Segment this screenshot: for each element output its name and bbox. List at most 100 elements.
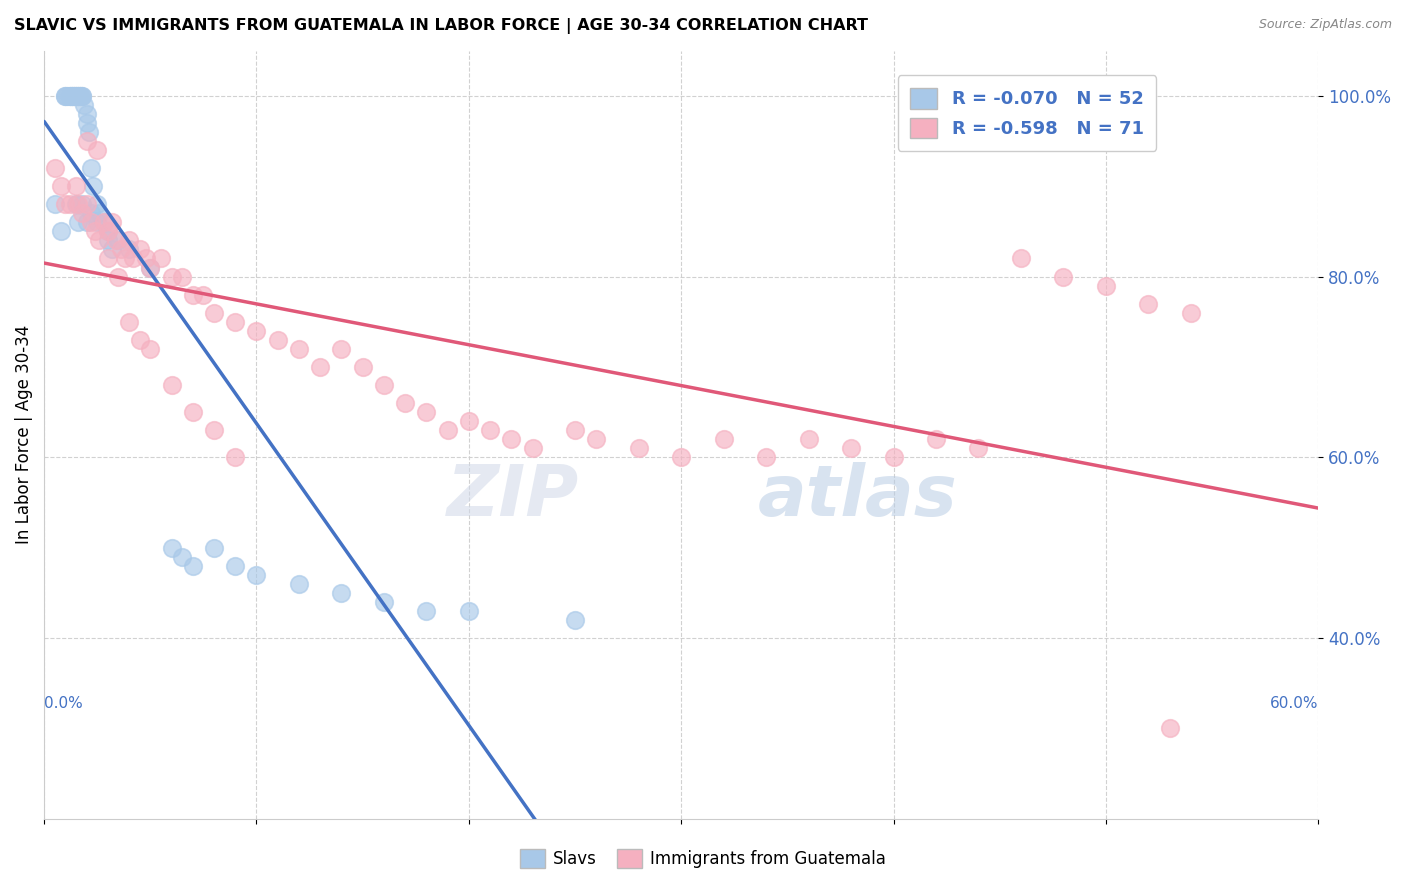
Point — [89, 206, 111, 220]
Point — [110, 243, 132, 257]
Point — [202, 423, 225, 437]
Point — [193, 287, 215, 301]
Point — [72, 88, 94, 103]
Point — [80, 206, 103, 220]
Point — [267, 333, 290, 347]
Point — [118, 315, 141, 329]
Point — [202, 541, 225, 555]
Point — [373, 595, 395, 609]
Point — [49, 224, 72, 238]
Point — [53, 88, 76, 103]
Y-axis label: In Labor Force | Age 30-34: In Labor Force | Age 30-34 — [15, 325, 32, 544]
Point — [101, 243, 124, 257]
Point — [309, 359, 332, 374]
Text: atlas: atlas — [758, 461, 957, 531]
Point — [105, 234, 128, 248]
Point — [160, 269, 183, 284]
Point — [97, 224, 120, 238]
Point — [65, 88, 87, 103]
Point — [181, 287, 204, 301]
Point — [93, 215, 115, 229]
Point — [139, 260, 162, 275]
Text: 0.0%: 0.0% — [44, 696, 83, 711]
Text: Source: ZipAtlas.com: Source: ZipAtlas.com — [1258, 18, 1392, 31]
Point — [128, 243, 150, 257]
Point — [114, 252, 136, 266]
Text: SLAVIC VS IMMIGRANTS FROM GUATEMALA IN LABOR FORCE | AGE 30-34 CORRELATION CHART: SLAVIC VS IMMIGRANTS FROM GUATEMALA IN L… — [14, 18, 868, 34]
Point — [883, 450, 905, 465]
Point — [436, 423, 458, 437]
Point — [479, 423, 502, 437]
Point — [82, 179, 104, 194]
Point — [139, 260, 162, 275]
Point — [564, 613, 586, 627]
Point — [139, 342, 162, 356]
Point — [181, 558, 204, 573]
Point — [330, 342, 353, 356]
Point — [77, 125, 100, 139]
Point — [585, 432, 607, 446]
Point — [49, 179, 72, 194]
Point — [224, 558, 246, 573]
Point — [65, 179, 87, 194]
Point — [627, 441, 650, 455]
Point — [89, 234, 111, 248]
Text: ZIP: ZIP — [447, 461, 579, 531]
Point — [44, 161, 66, 175]
Point — [160, 541, 183, 555]
Point — [72, 206, 94, 220]
Point — [1180, 306, 1202, 320]
Point — [245, 324, 267, 338]
Point — [118, 243, 141, 257]
Point — [224, 450, 246, 465]
Point — [925, 432, 948, 446]
Point — [967, 441, 990, 455]
Point — [67, 88, 90, 103]
Point — [97, 252, 120, 266]
Point — [67, 197, 90, 211]
Point — [101, 215, 124, 229]
Point — [135, 252, 157, 266]
Point — [76, 107, 98, 121]
Point — [160, 378, 183, 392]
Point — [1137, 296, 1160, 310]
Point — [457, 604, 479, 618]
Point — [84, 224, 107, 238]
Point — [56, 88, 79, 103]
Point — [128, 333, 150, 347]
Point — [245, 567, 267, 582]
Point — [63, 88, 86, 103]
Point — [713, 432, 735, 446]
Point — [72, 197, 94, 211]
Point — [373, 378, 395, 392]
Point — [65, 88, 87, 103]
Point — [69, 88, 91, 103]
Point — [394, 396, 416, 410]
Point — [76, 134, 98, 148]
Point — [73, 98, 96, 112]
Point — [288, 342, 311, 356]
Point — [58, 197, 80, 211]
Point — [76, 116, 98, 130]
Point — [415, 604, 437, 618]
Point — [669, 450, 692, 465]
Point — [149, 252, 172, 266]
Text: 60.0%: 60.0% — [1270, 696, 1319, 711]
Point — [1052, 269, 1074, 284]
Point — [522, 441, 544, 455]
Point — [53, 197, 76, 211]
Point — [63, 88, 86, 103]
Legend: R = -0.070   N = 52, R = -0.598   N = 71: R = -0.070 N = 52, R = -0.598 N = 71 — [897, 75, 1156, 151]
Point — [44, 197, 66, 211]
Point — [69, 88, 91, 103]
Point — [60, 88, 83, 103]
Point — [415, 405, 437, 419]
Point — [80, 215, 103, 229]
Point — [224, 315, 246, 329]
Point — [58, 88, 80, 103]
Point — [288, 576, 311, 591]
Point — [86, 215, 108, 229]
Point — [107, 269, 129, 284]
Point — [330, 586, 353, 600]
Point — [53, 88, 76, 103]
